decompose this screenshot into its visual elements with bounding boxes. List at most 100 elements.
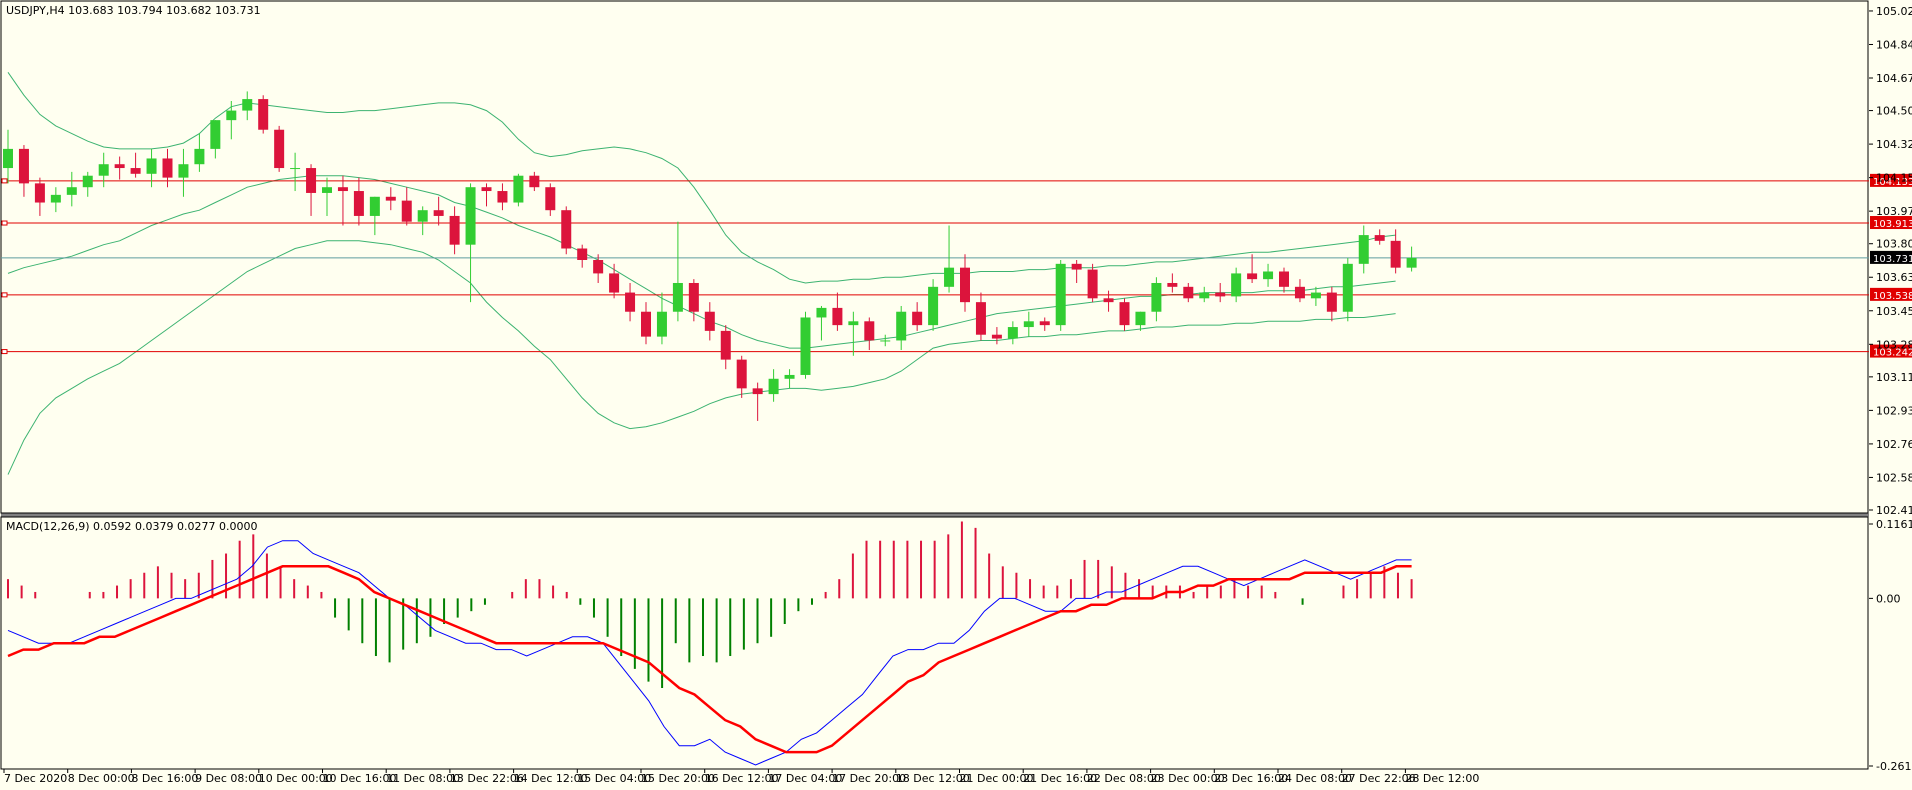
time-tick-label: 10 Dec 00:00 bbox=[259, 772, 333, 785]
price-tick-label: 104.845 bbox=[1876, 38, 1912, 51]
candle-body bbox=[720, 330, 731, 360]
candle-body bbox=[960, 267, 970, 303]
macd-signal-line bbox=[7, 565, 1412, 754]
candle-body bbox=[1326, 292, 1337, 312]
price-panel-frame bbox=[0, 0, 1869, 514]
price-tick-label: 103.110 bbox=[1876, 371, 1912, 384]
candle-body bbox=[609, 273, 620, 293]
candle-body bbox=[577, 248, 588, 260]
candle-body bbox=[672, 282, 683, 312]
candle-body bbox=[369, 196, 380, 216]
candle-body bbox=[816, 307, 827, 318]
candle-body bbox=[1247, 273, 1258, 280]
time-tick-label: 8 Dec 16:00 bbox=[131, 772, 198, 785]
candle-body bbox=[1151, 282, 1162, 312]
candle-body bbox=[146, 158, 157, 174]
macd-axis: 0.1161 0.00 -0.2617 bbox=[1869, 518, 1912, 773]
candle-body bbox=[50, 194, 61, 203]
bollinger-bands bbox=[7, 72, 1396, 475]
candle-body bbox=[1358, 235, 1369, 264]
time-tick-label: 23 Dec 16:00 bbox=[1214, 772, 1288, 785]
time-tick-label: 23 Dec 00:00 bbox=[1151, 772, 1225, 785]
level-price-box bbox=[1870, 344, 1912, 358]
candle-body bbox=[66, 187, 77, 195]
macd-tick-label: -0.2617 bbox=[1876, 760, 1912, 773]
level-price-box bbox=[1870, 173, 1912, 187]
time-tick-label: 9 Dec 08:00 bbox=[195, 772, 262, 785]
time-tick-label: 11 Dec 08:00 bbox=[386, 772, 460, 785]
candle-body bbox=[114, 164, 125, 169]
candle-body bbox=[561, 210, 572, 249]
level-price-box bbox=[1870, 287, 1912, 301]
candle-body bbox=[465, 187, 476, 245]
time-tick-label: 15 Dec 20:00 bbox=[641, 772, 715, 785]
candle-body bbox=[625, 292, 636, 312]
time-tick-label: 17 Dec 04:00 bbox=[768, 772, 842, 785]
price-tick-label: 103.630 bbox=[1876, 271, 1912, 284]
time-tick-label: 10 Dec 16:00 bbox=[323, 772, 397, 785]
candle-body bbox=[864, 321, 875, 341]
candle-body bbox=[1406, 257, 1417, 268]
candle-body bbox=[1167, 282, 1178, 287]
candle-body bbox=[656, 311, 667, 337]
bollinger-middle bbox=[7, 175, 1396, 349]
candle-body bbox=[306, 168, 317, 193]
level-anchor bbox=[1, 292, 8, 298]
price-panel[interactable]: 104.133 103.913 103.538 103.242 103.731 105.… bbox=[0, 0, 1912, 517]
candle-body bbox=[210, 120, 221, 149]
candle-body bbox=[1007, 327, 1018, 339]
price-axis: 105.020 104.845 104.670 104.500 104.325 104.1… bbox=[1869, 5, 1912, 517]
price-tick-label: 103.975 bbox=[1876, 205, 1912, 218]
price-tick-label: 102.415 bbox=[1876, 504, 1912, 517]
time-tick-label: 28 Dec 12:00 bbox=[1405, 772, 1479, 785]
candle-body bbox=[3, 148, 13, 169]
level-anchor bbox=[1, 178, 8, 184]
time-tick-label: 7 Dec 2020 bbox=[4, 772, 67, 785]
candle-body bbox=[401, 200, 412, 222]
candle-body bbox=[1231, 273, 1242, 297]
time-tick-label: 21 Dec 00:00 bbox=[960, 772, 1034, 785]
candle-body bbox=[1055, 263, 1066, 326]
candle-body bbox=[322, 187, 332, 193]
candle-body bbox=[353, 191, 364, 216]
macd-panel[interactable]: 0.1161 0.00 -0.2617 MACD(12,26,9) 0.0592 0… bbox=[0, 516, 1912, 773]
candle-body bbox=[1023, 321, 1034, 328]
current-price-box bbox=[1870, 250, 1912, 264]
candle-body bbox=[752, 388, 763, 395]
candle-body bbox=[1087, 269, 1098, 299]
candle-body bbox=[1279, 271, 1289, 287]
candle-body bbox=[337, 187, 348, 192]
time-tick-label: 16 Dec 12:00 bbox=[705, 772, 779, 785]
candle-body bbox=[497, 191, 508, 203]
candle-body bbox=[545, 187, 556, 211]
candle-body bbox=[880, 340, 891, 342]
candle-body bbox=[1215, 292, 1226, 297]
candle-body bbox=[1183, 286, 1194, 299]
price-tick-label: 103.455 bbox=[1876, 305, 1912, 318]
candle-body bbox=[162, 158, 173, 178]
candle-body bbox=[226, 110, 237, 121]
candle-body bbox=[1294, 286, 1305, 299]
candle-body bbox=[1071, 263, 1082, 270]
candle-body bbox=[1390, 240, 1401, 268]
candle-body bbox=[1039, 321, 1050, 326]
candle-body bbox=[1263, 271, 1274, 280]
candle-body bbox=[449, 215, 460, 245]
candle-body bbox=[1199, 292, 1210, 299]
candle-body bbox=[98, 164, 109, 176]
candle-body bbox=[768, 378, 779, 395]
candle-body bbox=[848, 321, 859, 326]
level-price-label: 103.913 bbox=[1873, 219, 1912, 230]
price-tick-label: 104.325 bbox=[1876, 138, 1912, 151]
time-tick-label: 18 Dec 12:00 bbox=[896, 772, 970, 785]
price-tick-label: 103.280 bbox=[1876, 338, 1912, 351]
price-tick-label: 104.150 bbox=[1876, 172, 1912, 185]
bollinger-upper bbox=[7, 72, 1396, 284]
level-anchor bbox=[1, 349, 8, 355]
price-tick-label: 102.585 bbox=[1876, 471, 1912, 484]
candle-body bbox=[194, 148, 205, 165]
candle-body bbox=[258, 99, 269, 130]
level-price-label: 103.242 bbox=[1873, 348, 1912, 359]
candle-body bbox=[912, 311, 923, 326]
